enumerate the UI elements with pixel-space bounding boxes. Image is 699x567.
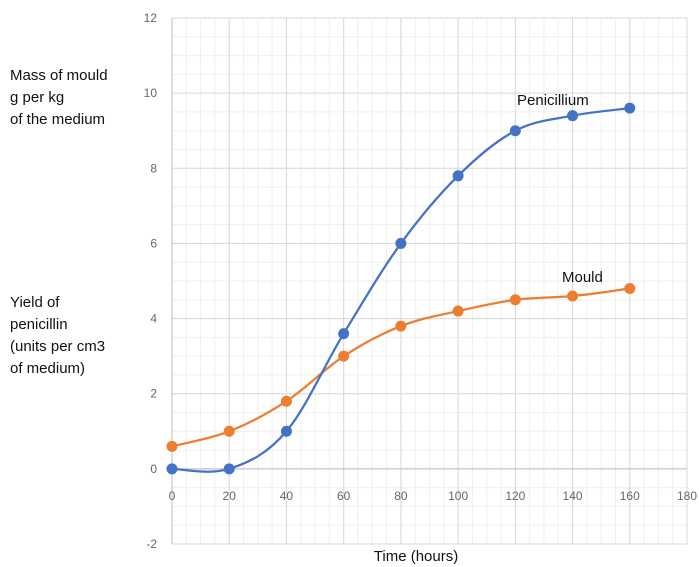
- data-point-mould: [452, 305, 464, 317]
- data-point-penicillium: [280, 425, 292, 437]
- series-labels: Penicillium Mould: [517, 92, 603, 286]
- axes: [171, 18, 687, 544]
- y-tick-label: 0: [150, 462, 157, 476]
- data-point-mould: [395, 320, 407, 332]
- data-point-penicillium: [395, 237, 407, 249]
- x-tick-label: 100: [448, 489, 468, 503]
- data-point-mould: [280, 395, 292, 407]
- y-tick-label: -2: [146, 537, 157, 551]
- data-point-penicillium: [509, 125, 521, 137]
- y-axis-label-yield: Yield of penicillin (units per cm3 of me…: [10, 294, 106, 377]
- data-point-penicillium: [338, 328, 350, 340]
- y-tick-label: 10: [144, 86, 158, 100]
- y-axis-label-mass: Mass of mould g per kg of the medium: [10, 67, 108, 128]
- y-tick-label: 8: [150, 161, 157, 175]
- data-point-penicillium: [166, 463, 178, 475]
- series-line-penicillium: [170, 107, 631, 473]
- x-tick-label: 0: [169, 489, 176, 503]
- series-label-mould: Mould: [562, 269, 603, 286]
- y-tick-label: 6: [150, 236, 157, 250]
- series-label-penicillium: Penicillium: [517, 92, 589, 109]
- x-axis-title: Time (hours): [374, 548, 458, 565]
- data-point-mould: [166, 440, 178, 452]
- x-tick-label: 60: [337, 489, 351, 503]
- data-point-mould: [567, 290, 579, 302]
- x-tick-label: 20: [223, 489, 237, 503]
- data-point-mould: [509, 294, 521, 306]
- data-point-penicillium: [624, 102, 636, 114]
- y-tick-label: 4: [150, 312, 157, 326]
- data-point-mould: [338, 350, 350, 362]
- x-tick-label: 160: [620, 489, 640, 503]
- x-tick-label: 140: [563, 489, 583, 503]
- tick-labels: 0 20 40 60 80 100 120 140 160 180 -2 0 2 4 6 8 10 12: [144, 11, 698, 551]
- x-tick-label: 180: [677, 489, 697, 503]
- x-tick-label: 80: [394, 489, 408, 503]
- data-point-penicillium: [567, 110, 579, 122]
- data-point-penicillium: [452, 170, 464, 182]
- data-point-mould: [624, 283, 636, 295]
- y-tick-label: 2: [150, 387, 157, 401]
- series-points: [166, 102, 636, 475]
- x-tick-label: 120: [505, 489, 525, 503]
- y-tick-label: 12: [144, 11, 158, 25]
- data-point-penicillium: [223, 463, 235, 475]
- x-tick-label: 40: [280, 489, 294, 503]
- data-point-mould: [223, 425, 235, 437]
- grid: [171, 17, 688, 545]
